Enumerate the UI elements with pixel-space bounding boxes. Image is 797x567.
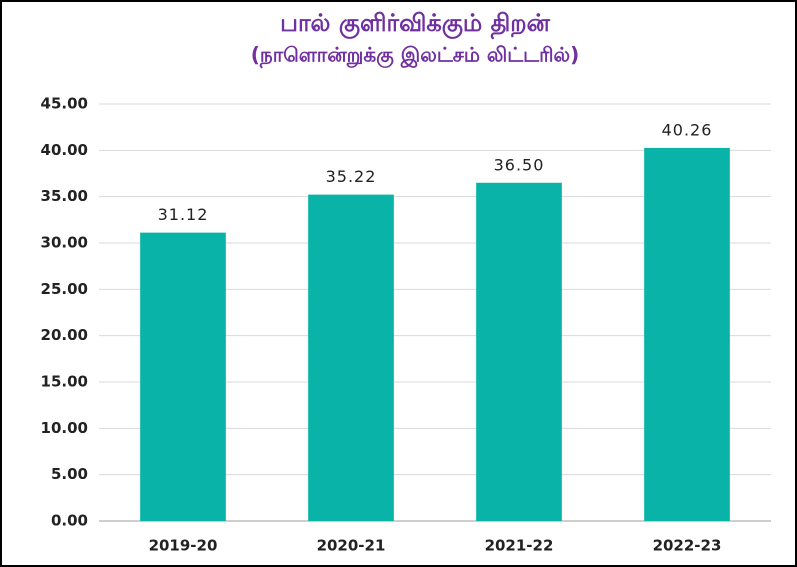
bar — [140, 232, 226, 521]
bar — [644, 147, 730, 521]
bar — [308, 194, 394, 522]
y-tick-label: 45.00 — [41, 95, 88, 113]
y-tick-label: 25.00 — [41, 280, 88, 298]
y-tick-label: 5.00 — [51, 465, 88, 483]
y-tick-label: 10.00 — [41, 419, 88, 437]
y-tick-label: 0.00 — [51, 512, 88, 530]
y-tick-label: 35.00 — [41, 187, 88, 205]
value-label: 31.12 — [158, 205, 209, 224]
value-label: 35.22 — [326, 167, 377, 186]
x-tick-label: 2021-22 — [485, 537, 554, 555]
y-tick-label: 15.00 — [41, 373, 88, 391]
bar — [476, 182, 562, 521]
value-label: 40.26 — [662, 120, 713, 139]
value-label: 36.50 — [494, 155, 545, 174]
x-tick-label: 2020-21 — [317, 537, 386, 555]
chart-title: பால் குளிர்விக்கும் திறன் — [280, 9, 550, 40]
y-tick-label: 30.00 — [41, 234, 88, 252]
y-tick-label: 40.00 — [41, 141, 88, 159]
y-tick-label: 20.00 — [41, 326, 88, 344]
chart-subtitle: (நாளொன்றுக்கு இலட்சம் லிட்டரில்) — [251, 43, 579, 69]
x-tick-label: 2022-23 — [653, 537, 722, 555]
x-tick-label: 2019-20 — [149, 537, 218, 555]
